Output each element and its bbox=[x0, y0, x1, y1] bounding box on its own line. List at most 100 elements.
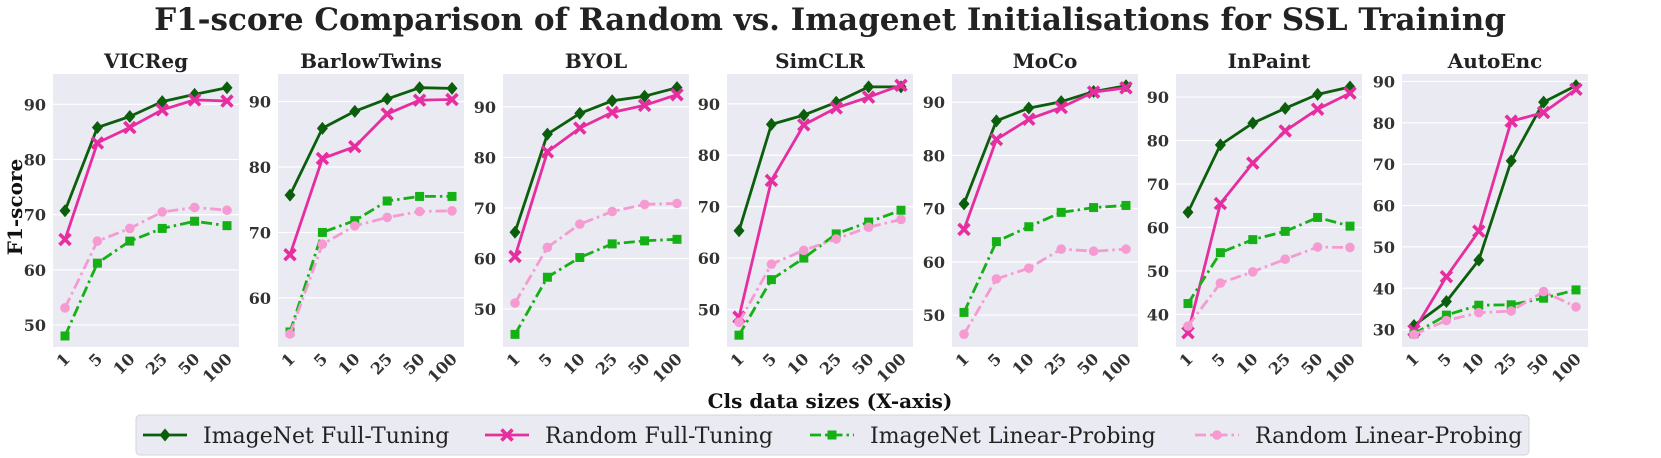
y-tick-label: 50 bbox=[1147, 262, 1169, 281]
y-tick-label: 50 bbox=[474, 300, 496, 319]
y-tick-label: 70 bbox=[249, 223, 271, 242]
x-tick-label: 1 bbox=[503, 349, 524, 370]
data-point bbox=[1440, 295, 1452, 308]
series-line bbox=[1413, 288, 1577, 336]
data-point bbox=[222, 205, 232, 216]
data-point bbox=[1215, 278, 1226, 288]
data-point bbox=[414, 81, 426, 95]
data-point bbox=[1214, 138, 1226, 152]
data-point bbox=[894, 78, 908, 93]
y-tick-label: 80 bbox=[474, 148, 496, 167]
series-random-full-tuning bbox=[508, 87, 684, 264]
series-line bbox=[63, 86, 228, 212]
data-point bbox=[864, 217, 874, 227]
y-tick-label: 90 bbox=[249, 92, 271, 111]
plot-area bbox=[53, 74, 239, 347]
series-line bbox=[288, 209, 453, 335]
series-line bbox=[1413, 84, 1577, 327]
series-line bbox=[63, 98, 228, 240]
data-point bbox=[1119, 81, 1133, 95]
data-point bbox=[896, 214, 906, 225]
data-point bbox=[445, 92, 459, 107]
data-point bbox=[1022, 112, 1036, 126]
data-point bbox=[959, 307, 969, 317]
data-point bbox=[1089, 203, 1099, 213]
series-random-full-tuning bbox=[957, 81, 1133, 237]
x-tick-label: 10 bbox=[1232, 349, 1261, 378]
data-point bbox=[1345, 221, 1355, 231]
series-line bbox=[962, 86, 1127, 230]
data-point bbox=[670, 87, 684, 102]
data-point bbox=[190, 216, 200, 226]
data-point bbox=[1313, 212, 1323, 222]
data-point bbox=[1213, 196, 1228, 211]
x-tick-label: 25 bbox=[1491, 349, 1520, 378]
data-point bbox=[283, 247, 297, 262]
data-point bbox=[733, 224, 745, 238]
data-point bbox=[222, 221, 232, 231]
data-point bbox=[92, 258, 102, 268]
data-point bbox=[1571, 285, 1581, 295]
data-point bbox=[1088, 246, 1099, 257]
data-point bbox=[220, 94, 234, 108]
series-random-linear-probing bbox=[1183, 242, 1355, 331]
data-point bbox=[1278, 124, 1292, 138]
series-line bbox=[1186, 85, 1351, 213]
y-tick-label: 90 bbox=[24, 95, 46, 114]
data-point bbox=[59, 204, 71, 218]
series-imagenet-full-tuning bbox=[59, 81, 233, 218]
panel-title: AutoEnc bbox=[1447, 49, 1543, 73]
data-point bbox=[1538, 286, 1549, 297]
data-point bbox=[125, 223, 135, 234]
y-tick-label: 80 bbox=[1147, 132, 1169, 151]
series-line bbox=[737, 218, 902, 323]
data-point bbox=[92, 236, 103, 246]
series-random-linear-probing bbox=[959, 244, 1131, 340]
data-point bbox=[412, 93, 427, 107]
data-point bbox=[1536, 105, 1551, 120]
data-point bbox=[123, 120, 137, 135]
data-point bbox=[799, 253, 809, 263]
panel-title: MoCo bbox=[1013, 49, 1078, 73]
data-point bbox=[1024, 263, 1034, 274]
data-point bbox=[831, 229, 841, 239]
data-point bbox=[157, 207, 167, 217]
data-point bbox=[799, 245, 809, 256]
series-imagenet-full-tuning bbox=[733, 80, 907, 238]
data-point bbox=[1441, 315, 1452, 326]
y-tick-label: 50 bbox=[24, 316, 46, 335]
data-point bbox=[316, 121, 328, 135]
legend-marker bbox=[1212, 430, 1222, 440]
data-point bbox=[575, 219, 585, 229]
x-tick-label: 100 bbox=[1322, 349, 1359, 386]
data-point bbox=[1439, 269, 1454, 284]
data-point bbox=[639, 199, 650, 210]
y-tick-label: 70 bbox=[698, 198, 720, 217]
data-point bbox=[447, 191, 457, 201]
y-tick-label: 60 bbox=[249, 289, 271, 308]
x-tick-label: 5 bbox=[1434, 349, 1455, 370]
data-point bbox=[1505, 154, 1517, 168]
data-point bbox=[1538, 95, 1550, 109]
y-tick-label: 70 bbox=[1147, 175, 1169, 194]
data-point bbox=[766, 259, 777, 270]
plot-area bbox=[503, 74, 689, 347]
x-tick-label: 100 bbox=[1548, 349, 1585, 386]
series-imagenet-linear-probing bbox=[1183, 212, 1355, 309]
y-tick-label: 50 bbox=[923, 306, 945, 325]
data-point bbox=[510, 329, 520, 339]
data-point bbox=[348, 139, 362, 154]
data-point bbox=[896, 205, 906, 215]
series-line bbox=[962, 204, 1127, 313]
x-tick-label: 100 bbox=[199, 349, 236, 386]
y-tick-label: 60 bbox=[24, 261, 46, 280]
x-tick-label: 5 bbox=[85, 349, 106, 370]
series-random-full-tuning bbox=[58, 93, 234, 247]
data-point bbox=[991, 274, 1002, 284]
data-point bbox=[447, 206, 457, 216]
